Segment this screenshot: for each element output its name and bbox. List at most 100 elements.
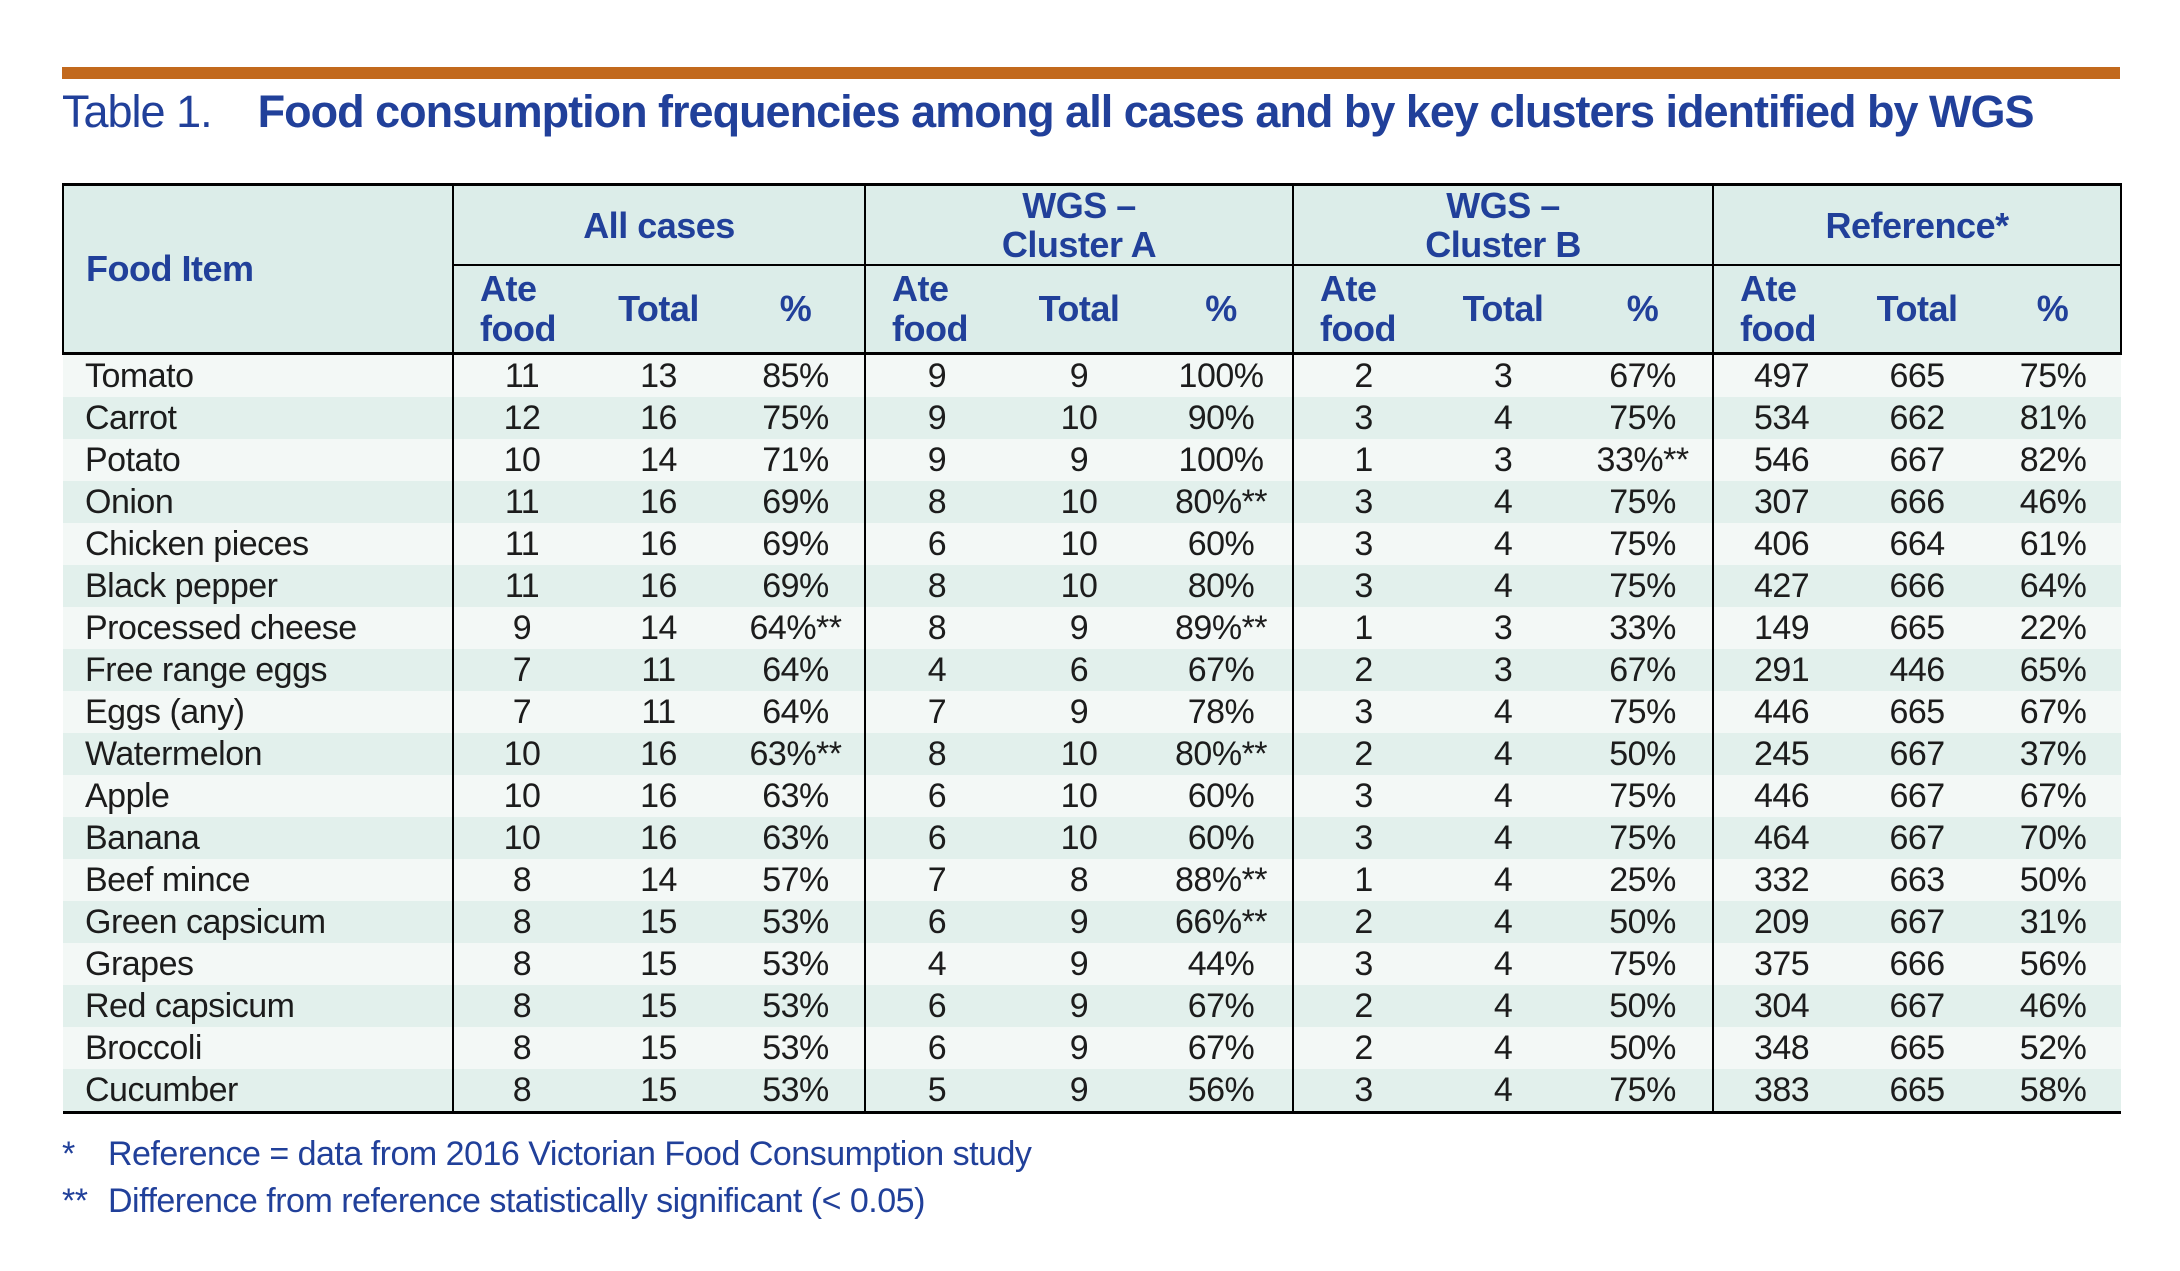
value-cell: 33%** (1596, 440, 1690, 479)
subheader-percent: % (1150, 265, 1294, 355)
table-row: Banana 10 16 63% 6 10 60% 3 4 75% 464 667 70% (63, 817, 2122, 859)
value-cell: 10 (1060, 398, 1098, 437)
value-cell: 64% (2019, 566, 2087, 605)
value-cell: 4 (1493, 944, 1513, 983)
value-cell: 71% (762, 440, 829, 479)
value-cell: 6 (864, 1027, 1009, 1069)
value-cell: 11 (452, 481, 590, 523)
value-cell: 4 (1493, 692, 1513, 731)
value-cell: 16 (640, 398, 677, 437)
value-cell: 8 (864, 481, 1009, 523)
value-cell: 10 (1060, 776, 1098, 815)
group-label-line1: All cases (583, 204, 735, 246)
group-label: All cases (454, 206, 864, 245)
value-cell: 15 (640, 902, 677, 941)
value-cell: 10 (1060, 566, 1098, 605)
table-row: Free range eggs 7 11 64% 4 6 67% 2 3 67% 291 446 65% (63, 649, 2122, 691)
value-cell: 66%** (1175, 902, 1268, 941)
value-cell: 8 (1069, 860, 1089, 899)
value-cell: 8 (864, 607, 1009, 649)
value-cell: 60% (1187, 524, 1255, 563)
value-cell: 4 (1493, 860, 1513, 899)
value-cell: 8 (864, 733, 1009, 775)
value-cell: 8 (452, 859, 590, 901)
value-cell: 56% (2019, 944, 2087, 983)
group-header-all-cases: All cases (451, 183, 866, 266)
value-cell: 10 (452, 817, 590, 859)
value-cell: 332 (1712, 859, 1850, 901)
value-cell: 8 (452, 943, 590, 985)
value-cell: 14 (640, 440, 677, 479)
value-cell: 245 (1712, 733, 1850, 775)
table-row: Black pepper 11 16 69% 8 10 80% 3 4 75% 427 666 64% (63, 565, 2122, 607)
food-item-cell: Grapes (85, 944, 194, 983)
footnote-significance: ** Difference from reference statistical… (62, 1181, 1031, 1221)
value-cell: 9 (1069, 440, 1089, 479)
food-item-cell: Green capsicum (85, 902, 326, 941)
value-cell: 22% (2019, 608, 2087, 647)
value-cell: 16 (640, 734, 677, 773)
value-cell: 82% (2019, 440, 2087, 479)
value-cell: 665 (1889, 1028, 1945, 1067)
footnote-marker: ** (62, 1182, 88, 1220)
food-item-cell: Watermelon (85, 734, 263, 773)
value-cell: 3 (1292, 397, 1434, 439)
value-cell: 70% (2019, 818, 2087, 857)
table-row: Red capsicum 8 15 53% 6 9 67% 2 4 50% 304 667 46% (63, 985, 2122, 1027)
value-cell: 25% (1609, 860, 1676, 899)
value-cell: 75% (1573, 1069, 1714, 1114)
value-cell: 15 (640, 1028, 677, 1067)
value-cell: 11 (641, 692, 676, 731)
group-label: WGS – Cluster A (866, 186, 1292, 264)
value-cell: 11 (452, 565, 590, 607)
food-frequency-table: Food Item All cases WGS – Cluster A WGS (62, 183, 2123, 1114)
value-cell: 667 (1889, 818, 1945, 857)
value-cell: 9 (1069, 692, 1089, 731)
value-cell: 406 (1712, 523, 1850, 565)
value-cell: 16 (640, 524, 677, 563)
value-cell: 3 (1493, 608, 1513, 647)
value-cell: 3 (1493, 440, 1513, 479)
food-item-header: Food Item (62, 183, 453, 355)
value-cell: 667 (1889, 440, 1945, 479)
value-cell: 4 (1493, 776, 1513, 815)
value-cell: 50% (1609, 902, 1676, 941)
value-cell: 667 (1889, 776, 1945, 815)
footnote-reference: * Reference = data from 2016 Victorian F… (62, 1134, 1032, 1174)
value-cell: 64% (762, 692, 829, 731)
value-cell: 44% (1187, 944, 1255, 983)
footnote-marker: * (62, 1135, 75, 1173)
value-cell: 304 (1712, 985, 1850, 1027)
value-cell: 8 (452, 985, 590, 1027)
value-cell: 4 (1493, 398, 1513, 437)
value-cell: 9 (1008, 1069, 1151, 1114)
food-item-cell: Eggs (any) (85, 692, 245, 731)
value-cell: 16 (640, 776, 677, 815)
value-cell: 9 (864, 439, 1009, 481)
group-header-wgs-cluster-b: WGS – Cluster B (1292, 183, 1714, 266)
value-cell: 149 (1712, 607, 1850, 649)
table-row: Carrot 12 16 75% 9 10 90% 3 4 75% 534 662 81% (63, 397, 2122, 439)
value-cell: 11 (641, 650, 676, 689)
value-cell: 69% (762, 524, 829, 563)
value-cell: 67% (1187, 1028, 1255, 1067)
value-cell: 53% (762, 1028, 829, 1067)
value-cell: 3 (1292, 523, 1434, 565)
value-cell: 8 (452, 901, 590, 943)
subheader-percent: % (727, 265, 866, 355)
value-cell: 9 (864, 353, 1009, 397)
value-cell: 664 (1889, 524, 1945, 563)
value-cell: 67% (1609, 650, 1676, 689)
value-cell: 446 (1889, 650, 1945, 689)
value-cell: 10 (1060, 734, 1098, 773)
value-cell: 52% (2019, 1028, 2087, 1067)
value-cell: 666 (1889, 566, 1945, 605)
value-cell: 3 (1292, 565, 1434, 607)
group-label-line1: WGS – (1022, 185, 1136, 226)
table-row: Cucumber 8 15 53% 5 9 56% 3 4 75% 383 665 58% (63, 1069, 2122, 1114)
table-row: Processed cheese 9 14 64%** 8 9 89%** 1 3 33% 149 6… (63, 607, 2122, 649)
value-cell: 667 (1889, 902, 1945, 941)
food-item-cell: Onion (85, 482, 174, 521)
subheader-total: Total (1849, 265, 1986, 355)
value-cell: 100% (1178, 440, 1264, 479)
